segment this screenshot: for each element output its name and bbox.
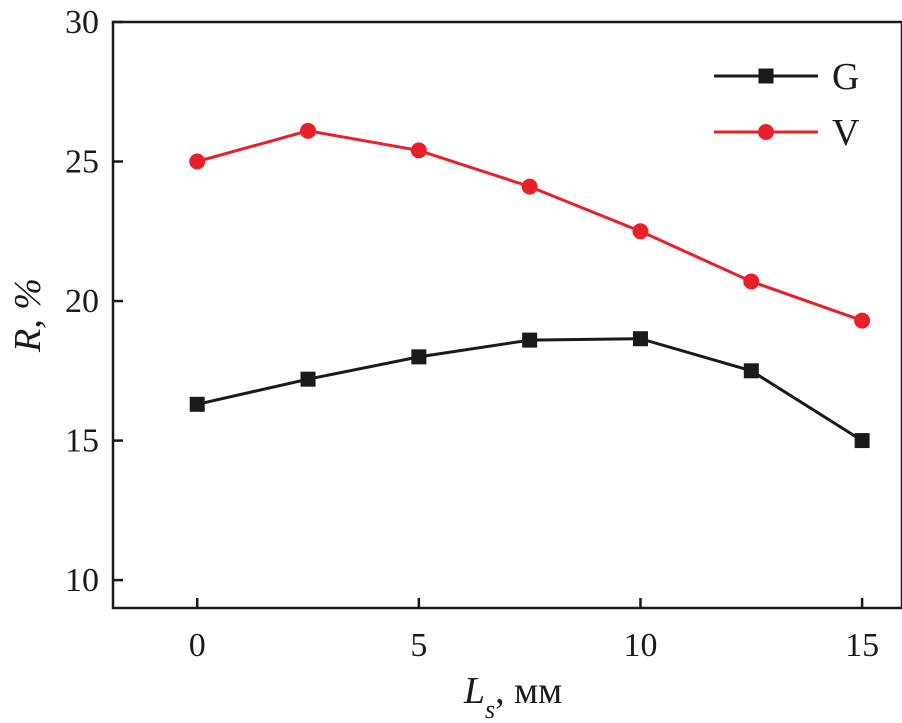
x-tick-label: 5 [410,627,427,664]
x-axis-label-symbol: L [463,670,485,712]
series-g-point [743,363,759,379]
x-axis-label-unit: , мм [495,670,562,712]
legend-marker-v [758,124,774,140]
x-tick-label: 0 [189,627,206,664]
x-tick-label: 10 [623,627,657,664]
y-tick-label: 10 [65,562,99,599]
y-axis-label-unit: , % [7,278,49,329]
series-v-line [196,129,863,323]
series-v-point [743,273,760,290]
plot-frame [111,20,902,610]
y-tick-label: 20 [65,283,99,320]
series-g-point [189,396,205,412]
y-axis: 10 15 20 25 30 [65,4,123,599]
y-tick-label: 25 [65,144,99,181]
legend-marker-g [758,68,774,84]
x-axis-label: Ls, мм [463,670,562,723]
series-g-line [196,337,863,442]
series-g-point [854,433,870,449]
series-v [189,122,871,329]
legend-label-g: G [832,56,859,98]
x-axis: 0 5 10 15 [189,598,879,664]
x-axis-label-subscript: s [485,695,495,723]
series-g-point [300,371,316,387]
series-g [189,331,870,449]
series-v-point [521,178,538,195]
series-g-point [522,332,538,348]
series-g-point [411,349,427,365]
legend: GV [714,56,860,154]
series-layer [189,122,871,449]
series-v-point [854,312,871,329]
x-tick-label: 15 [845,627,879,664]
legend-label-v: V [832,112,860,154]
series-v-point [189,153,206,170]
series-v-point [300,122,317,139]
series-g-point [632,331,648,347]
series-v-point [410,142,427,159]
y-tick-label: 15 [65,423,99,460]
series-v-point [632,223,649,240]
y-tick-label: 30 [65,4,99,41]
y-axis-label: R, % [7,278,49,353]
y-axis-label-symbol: R [7,329,49,353]
